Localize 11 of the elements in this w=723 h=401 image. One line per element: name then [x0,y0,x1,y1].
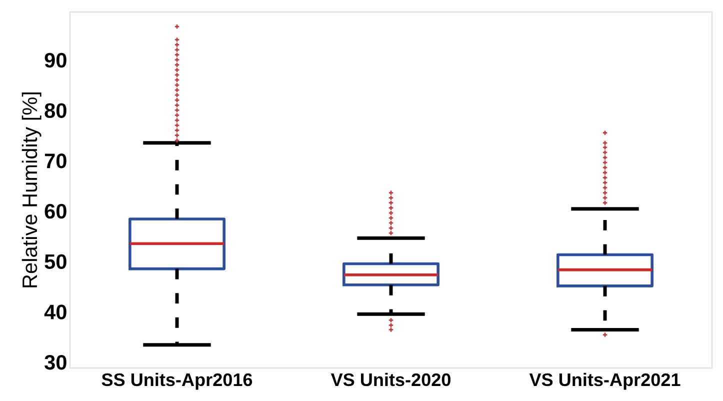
y-tick-label: 80 [44,103,66,118]
x-tick-label: SS Units-Apr2016 [102,372,252,390]
y-tick-label: 30 [44,354,66,370]
x-tick-label: VS Units-Apr2021 [529,372,680,390]
y-axis-title: Relative Humidity [%] [22,92,42,288]
x-tick-label: VS Units-2020 [330,372,450,386]
y-tick-label: 50 [44,254,66,270]
y-tick-label: 60 [44,204,66,219]
y-tick-label: 90 [44,52,66,68]
y-tick-label: 70 [44,154,66,168]
y-tick-label: 40 [44,304,66,320]
